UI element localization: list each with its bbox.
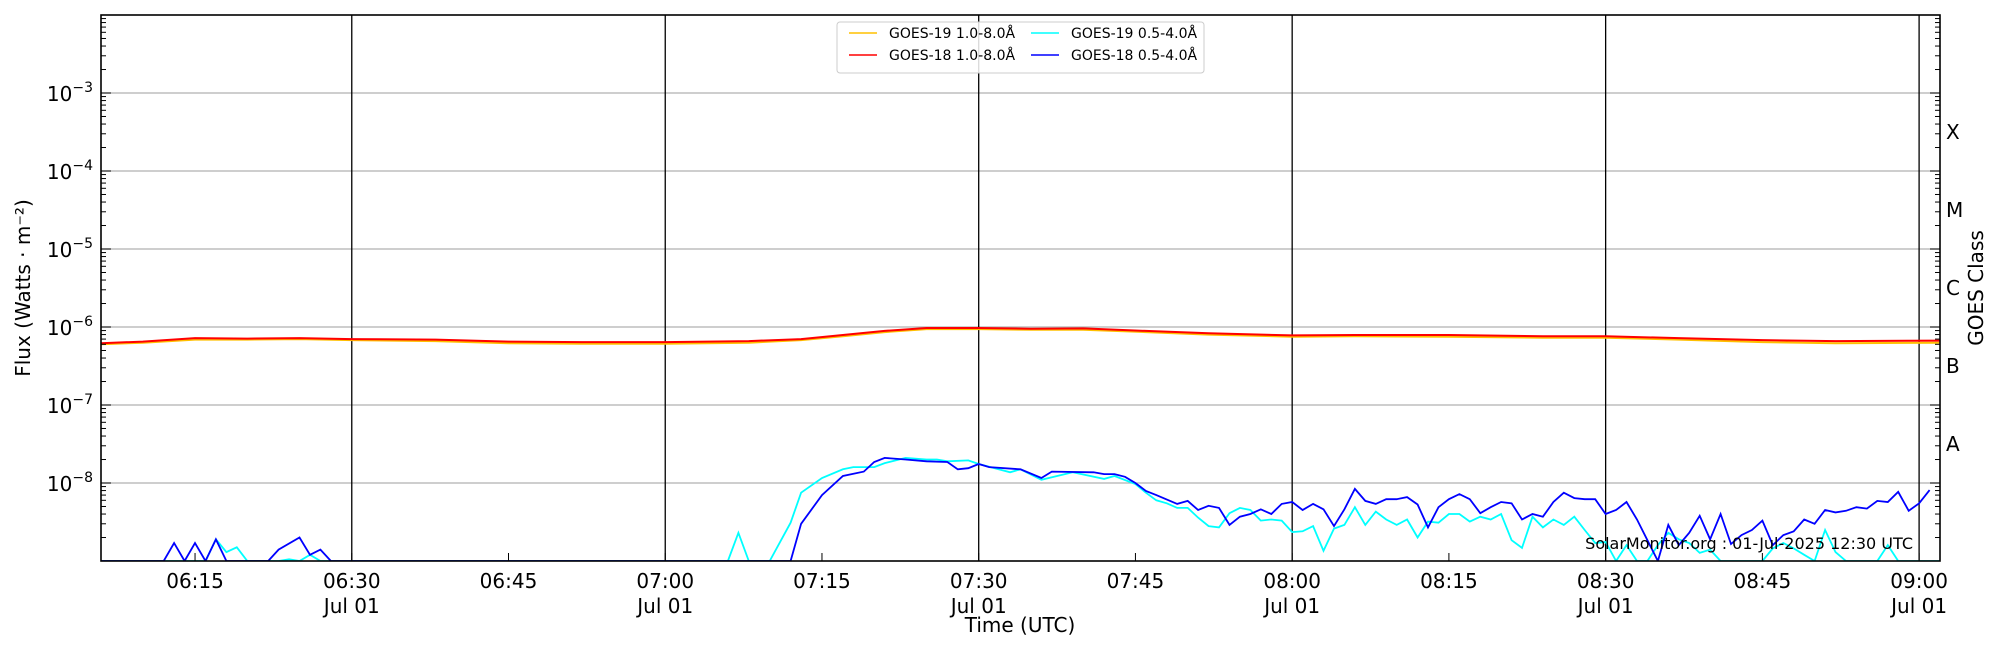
legend-entry: GOES-18 1.0-8.0Å — [889, 47, 1015, 64]
series-lines — [101, 327, 1940, 561]
y-axis-label: Flux (Watts · m⁻²) — [11, 199, 35, 377]
x-tick-label: 09:00 — [1890, 569, 1948, 593]
x-tick-date-label: Jul 01 — [1576, 594, 1634, 618]
grid-lines — [101, 92, 1940, 484]
y-tick-label: 10−5 — [47, 236, 93, 262]
series-line-1 — [101, 327, 1940, 345]
goes-class-label: C — [1946, 276, 1960, 300]
goes-class-label: M — [1946, 198, 1963, 222]
goes-class-labels: A B C M X — [1946, 120, 1963, 456]
axes — [100, 14, 1941, 562]
x-tick-label: 07:30 — [950, 569, 1008, 593]
x-axis-label: Time (UTC) — [964, 613, 1076, 637]
legend-entry: GOES-19 1.0-8.0Å — [889, 25, 1015, 42]
goes-class-label: B — [1946, 354, 1960, 378]
x-tick-label: 08:30 — [1577, 569, 1635, 593]
series-line-3 — [101, 456, 1931, 561]
y-axis-ticks: 10−8 10−7 10−6 10−5 10−4 10−3 — [47, 18, 1940, 562]
y-tick-label: 10−6 — [47, 314, 93, 340]
goes-class-label: A — [1946, 432, 1960, 456]
x-tick-label: 06:30 — [323, 569, 381, 593]
x-tick-label: 07:00 — [636, 569, 694, 593]
y-tick-label: 10−4 — [47, 158, 93, 184]
y-tick-label: 10−3 — [47, 80, 93, 106]
day-marker-lines — [351, 15, 1920, 561]
x-tick-label: 07:15 — [793, 569, 851, 593]
x-tick-date-label: Jul 01 — [322, 594, 380, 618]
series-line-2 — [101, 456, 1940, 561]
x-tick-date-label: Jul 01 — [635, 594, 693, 618]
y-tick-label: 10−7 — [47, 392, 93, 418]
legend: GOES-19 1.0-8.0Å GOES-18 1.0-8.0Å GOES-19 … — [836, 21, 1205, 74]
series-line-0 — [101, 328, 1940, 346]
y-tick-label: 10−8 — [47, 470, 93, 496]
x-tick-date-label: Jul 01 — [1889, 594, 1947, 618]
plot-frame — [100, 14, 1941, 562]
legend-entry: GOES-19 0.5-4.0Å — [1071, 25, 1197, 42]
goes-class-label: X — [1946, 120, 1960, 144]
x-tick-label: 08:45 — [1734, 569, 1792, 593]
x-tick-label: 08:15 — [1420, 569, 1478, 593]
x-tick-date-label: Jul 01 — [949, 594, 1007, 618]
x-tick-label: 06:15 — [166, 569, 224, 593]
legend-entry: GOES-18 0.5-4.0Å — [1071, 47, 1197, 64]
x-tick-date-label: Jul 01 — [1262, 594, 1320, 618]
x-tick-label: 06:45 — [480, 569, 538, 593]
x-tick-label: 07:45 — [1107, 569, 1165, 593]
watermark-annotation: SolarMonitor.org : 01-Jul-2025 12:30 UTC — [1585, 534, 1913, 553]
y2-axis-label: GOES Class — [1964, 230, 1988, 346]
x-tick-label: 08:00 — [1263, 569, 1321, 593]
